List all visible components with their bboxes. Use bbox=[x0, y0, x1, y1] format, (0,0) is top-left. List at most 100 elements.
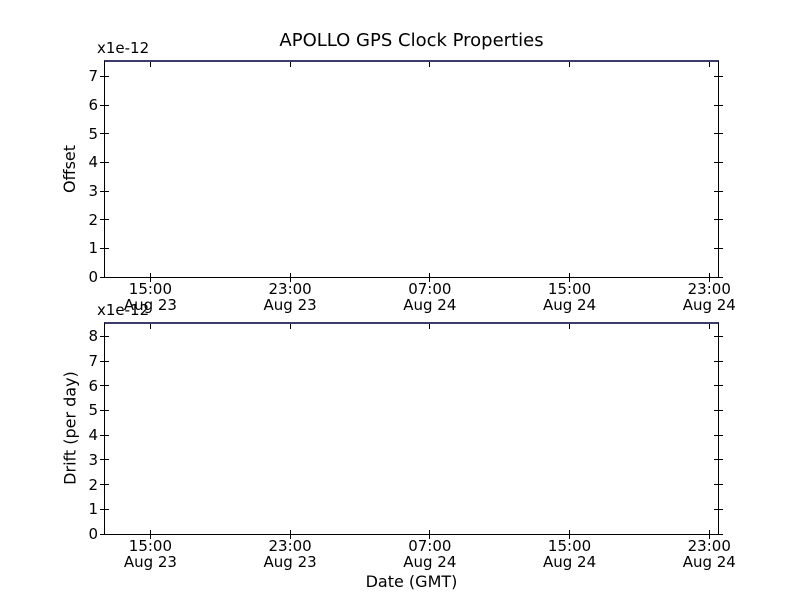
x-tick-top bbox=[569, 62, 571, 67]
y-tick bbox=[100, 385, 109, 387]
y-tick bbox=[100, 360, 109, 362]
y-tick bbox=[100, 104, 109, 106]
x-tick-date: Aug 23 bbox=[123, 553, 177, 571]
y-tick-label: 8 bbox=[88, 327, 98, 346]
x-tick bbox=[569, 530, 571, 539]
y-tick-right bbox=[714, 335, 723, 337]
x-tick-date: Aug 24 bbox=[403, 296, 457, 314]
y-tick-right bbox=[714, 484, 723, 486]
x-tick-time: 07:00 bbox=[408, 537, 452, 555]
y-tick-label: 3 bbox=[88, 182, 98, 200]
y-tick-right bbox=[714, 104, 723, 106]
x-tick-top bbox=[289, 324, 291, 329]
axes-drift: 0 1 2 3 4 5 6 7 8 15:00 Aug 23 23:00 Aug 23 07:00 Aug … bbox=[88, 322, 736, 570]
x-tick-top bbox=[149, 62, 151, 67]
x-tick bbox=[429, 530, 431, 539]
y-tick-right bbox=[714, 434, 723, 436]
y-tick-label: 4 bbox=[88, 153, 98, 172]
x-tick-date: Aug 23 bbox=[263, 553, 317, 571]
x-tick-top bbox=[289, 62, 291, 67]
y-tick-label: 5 bbox=[88, 401, 98, 420]
x-tick-time: 23:00 bbox=[687, 537, 731, 555]
x-tick-time: 23:00 bbox=[268, 280, 312, 298]
y-tick-right bbox=[714, 190, 723, 192]
y-tick-label: 6 bbox=[88, 376, 98, 395]
x-tick-time: 15:00 bbox=[547, 537, 592, 555]
y-tick-label: 7 bbox=[88, 67, 98, 86]
x-tick-time: 15:00 bbox=[547, 280, 592, 298]
y-tick bbox=[100, 484, 109, 486]
x-tick-label: 15:00 Aug 23 bbox=[105, 538, 195, 570]
y-tick bbox=[100, 276, 109, 278]
x-tick-date: Aug 23 bbox=[263, 296, 317, 314]
y-tick bbox=[100, 335, 109, 337]
x-tick-time: 15:00 bbox=[128, 280, 173, 298]
y-tick-right bbox=[714, 533, 723, 535]
x-tick-top bbox=[429, 62, 431, 67]
y-tick-right bbox=[714, 75, 723, 77]
y-tick-right bbox=[714, 276, 723, 278]
y-tick bbox=[100, 434, 109, 436]
y-tick bbox=[100, 219, 109, 221]
x-tick-top bbox=[708, 62, 710, 67]
y-tick-label: 1 bbox=[88, 239, 98, 258]
y-tick-label: 5 bbox=[88, 124, 98, 143]
y-axis-label-offset: Offset bbox=[60, 144, 79, 194]
x-tick-top bbox=[708, 324, 710, 329]
x-tick-label: 07:00 Aug 24 bbox=[385, 281, 475, 313]
y-tick bbox=[100, 459, 109, 461]
y-tick-label: 0 bbox=[88, 268, 98, 286]
x-tick-label: 15:00 Aug 24 bbox=[525, 538, 615, 570]
x-tick bbox=[289, 530, 291, 539]
x-tick-time: 07:00 bbox=[408, 280, 452, 298]
y-tick-label: 0 bbox=[88, 525, 98, 543]
y-tick-right bbox=[714, 247, 723, 249]
x-tick-label: 15:00 Aug 23 bbox=[105, 281, 195, 313]
y-tick bbox=[100, 409, 109, 411]
x-tick-top bbox=[569, 324, 571, 329]
x-tick-label: 23:00 Aug 23 bbox=[245, 538, 335, 570]
y-tick bbox=[100, 508, 109, 510]
x-tick-label: 23:00 Aug 23 bbox=[245, 281, 335, 313]
x-tick-label: 07:00 Aug 24 bbox=[385, 538, 475, 570]
y-tick bbox=[100, 161, 109, 163]
y-offset-text-drift: x1e-12 bbox=[97, 301, 150, 319]
x-tick-date: Aug 24 bbox=[682, 553, 736, 571]
y-tick bbox=[100, 533, 109, 535]
y-tick-right bbox=[714, 219, 723, 221]
axes-offset: 0 1 2 3 4 5 6 7 15:00 Aug 23 23:00 Aug 23 07:00 Aug 2… bbox=[88, 60, 736, 313]
x-tick-top bbox=[429, 324, 431, 329]
x-tick-date: Aug 24 bbox=[682, 296, 736, 314]
x-tick bbox=[149, 273, 151, 282]
x-tick-label: 23:00 Aug 24 bbox=[664, 538, 754, 570]
y-tick-right bbox=[714, 360, 723, 362]
y-axis-label-drift: Drift (per day) bbox=[60, 371, 80, 485]
y-offset-text-offset: x1e-12 bbox=[97, 39, 150, 57]
x-axis-label: Date (GMT) bbox=[365, 572, 458, 591]
y-tick-label: 2 bbox=[88, 210, 98, 229]
x-tick-date: Aug 24 bbox=[542, 553, 597, 571]
y-tick-label: 2 bbox=[88, 475, 98, 494]
y-tick-label: 3 bbox=[88, 450, 98, 469]
x-tick-time: 23:00 bbox=[268, 537, 312, 555]
x-tick-label: 23:00 Aug 24 bbox=[664, 281, 754, 313]
y-tick bbox=[100, 247, 109, 249]
x-tick-date: Aug 24 bbox=[542, 296, 597, 314]
y-tick-label: 4 bbox=[88, 426, 98, 445]
y-tick bbox=[100, 190, 109, 192]
x-tick bbox=[708, 273, 710, 282]
x-tick bbox=[569, 273, 571, 282]
y-tick-label: 6 bbox=[88, 96, 98, 114]
x-tick-label: 15:00 Aug 24 bbox=[525, 281, 615, 313]
y-tick-right bbox=[714, 161, 723, 163]
x-tick-top bbox=[149, 324, 151, 329]
x-tick-date: Aug 24 bbox=[403, 553, 457, 571]
x-tick bbox=[289, 273, 291, 282]
y-tick-label: 1 bbox=[88, 500, 98, 519]
y-tick-label: 7 bbox=[88, 352, 98, 371]
y-tick-right bbox=[714, 459, 723, 461]
x-tick bbox=[429, 273, 431, 282]
y-tick-right bbox=[714, 409, 723, 411]
y-tick-right bbox=[714, 385, 723, 387]
